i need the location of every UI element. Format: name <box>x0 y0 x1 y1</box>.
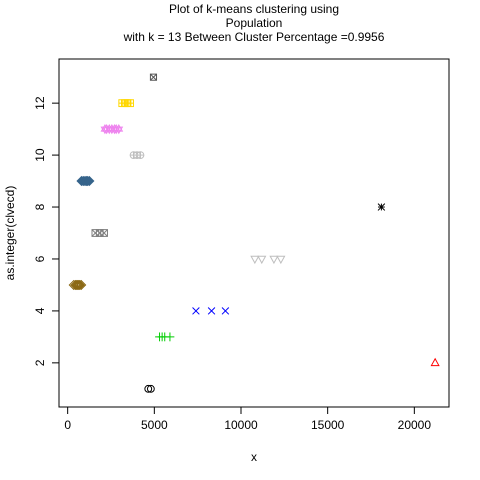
data-points <box>68 73 440 393</box>
data-point <box>250 255 260 265</box>
chart-title-line: with k = 13 Between Cluster Percentage =… <box>123 30 385 44</box>
y-tick-label: 8 <box>33 203 47 210</box>
cluster-6-series <box>250 255 286 265</box>
chart-title-line: Population <box>226 16 283 30</box>
cluster-10-series <box>129 151 145 159</box>
cluster-5-series <box>68 279 87 291</box>
y-tick-label: 4 <box>33 307 47 314</box>
data-point <box>114 124 124 135</box>
data-point <box>136 151 145 159</box>
data-point <box>207 307 216 315</box>
data-point <box>144 384 153 393</box>
data-point <box>76 279 87 291</box>
data-point <box>165 332 175 342</box>
data-point <box>257 255 267 265</box>
data-point <box>149 73 158 81</box>
cluster-9-series <box>76 175 95 187</box>
x-axis: 0 5000 10000 15000 20000 <box>64 406 432 432</box>
cluster-13-series <box>149 73 158 81</box>
y-axis-label: as.integer(clvecd) <box>3 186 17 281</box>
x-tick-label: 15000 <box>311 418 345 432</box>
data-point <box>377 203 386 211</box>
cluster-11-series <box>100 124 124 135</box>
data-point <box>192 307 200 315</box>
data-point <box>74 279 85 291</box>
cluster-8-series <box>377 203 386 211</box>
cluster-2-series <box>430 357 440 367</box>
cluster-1-series <box>144 384 155 393</box>
y-tick-label: 6 <box>33 255 47 262</box>
x-tick-label: 20000 <box>398 418 432 432</box>
cluster-3-series <box>155 332 175 342</box>
chart-title-line: Plot of k-means clustering using <box>169 2 339 16</box>
chart-title: Plot of k-means clustering usingPopulati… <box>123 2 385 44</box>
data-point <box>430 357 440 367</box>
y-tick-label: 10 <box>33 148 47 162</box>
x-axis-label: x <box>251 450 257 464</box>
data-point <box>126 99 134 108</box>
cluster-7-series <box>91 229 108 237</box>
y-tick-label: 2 <box>33 359 47 366</box>
x-tick-label: 5000 <box>141 418 168 432</box>
y-axis: 2 4 6 8 10 12 <box>33 96 60 366</box>
data-point <box>84 175 95 187</box>
x-tick-label: 0 <box>64 418 71 432</box>
data-point <box>71 279 82 291</box>
data-point <box>100 229 108 237</box>
data-point <box>276 255 286 265</box>
data-point <box>73 279 84 291</box>
plot-frame <box>58 58 450 408</box>
cluster-12-series <box>118 99 134 108</box>
x-tick-label: 10000 <box>224 418 258 432</box>
data-point <box>269 255 279 265</box>
data-point <box>72 279 83 291</box>
cluster-4-series <box>192 307 230 315</box>
data-point <box>146 384 155 393</box>
data-point <box>221 307 230 315</box>
y-tick-label: 12 <box>33 96 47 110</box>
